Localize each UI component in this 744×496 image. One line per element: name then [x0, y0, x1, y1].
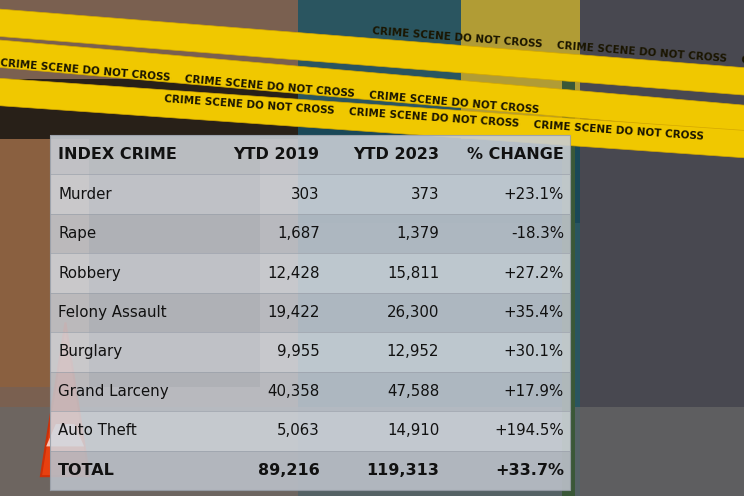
- FancyBboxPatch shape: [461, 0, 595, 139]
- Text: +27.2%: +27.2%: [504, 265, 564, 281]
- Text: YTD 2019: YTD 2019: [234, 147, 320, 162]
- FancyBboxPatch shape: [50, 175, 570, 214]
- FancyBboxPatch shape: [50, 253, 570, 293]
- Text: +30.1%: +30.1%: [504, 344, 564, 360]
- Text: INDEX CRIME: INDEX CRIME: [58, 147, 177, 162]
- Text: 9,955: 9,955: [277, 344, 320, 360]
- Text: 14,910: 14,910: [387, 423, 439, 438]
- Text: CRIME SCENE DO NOT CROSS    CRIME SCENE DO NOT CROSS    CRIME SCENE DO NOT CROSS: CRIME SCENE DO NOT CROSS CRIME SCENE DO …: [164, 94, 704, 142]
- Text: Rape: Rape: [58, 226, 96, 241]
- Text: 89,216: 89,216: [258, 463, 320, 478]
- Text: 119,313: 119,313: [366, 463, 439, 478]
- Polygon shape: [46, 424, 84, 446]
- Text: 12,428: 12,428: [267, 265, 320, 281]
- Text: CRIME SCENE DO NOT CROSS    CRIME SCENE DO NOT CROSS    CRIME SCENE DO NOT CROSS: CRIME SCENE DO NOT CROSS CRIME SCENE DO …: [0, 58, 539, 115]
- Text: 47,588: 47,588: [387, 384, 439, 399]
- FancyBboxPatch shape: [0, 79, 387, 139]
- Text: 40,358: 40,358: [267, 384, 320, 399]
- FancyBboxPatch shape: [74, 114, 260, 387]
- Text: 373: 373: [411, 186, 439, 202]
- FancyBboxPatch shape: [298, 114, 580, 223]
- FancyBboxPatch shape: [50, 135, 570, 175]
- Text: Burglary: Burglary: [58, 344, 122, 360]
- Text: CRIME SCENE DO NOT CROSS    CRIME SCENE DO NOT CROSS    CRIME SCENE DO NOT CROSS: CRIME SCENE DO NOT CROSS CRIME SCENE DO …: [372, 26, 744, 78]
- FancyBboxPatch shape: [580, 0, 744, 496]
- FancyBboxPatch shape: [50, 332, 570, 372]
- FancyBboxPatch shape: [50, 372, 570, 411]
- FancyBboxPatch shape: [298, 0, 744, 496]
- Text: 1,687: 1,687: [277, 226, 320, 241]
- Text: % CHANGE: % CHANGE: [467, 147, 564, 162]
- Polygon shape: [0, 71, 744, 165]
- Text: Grand Larceny: Grand Larceny: [58, 384, 169, 399]
- Text: +17.9%: +17.9%: [504, 384, 564, 399]
- Text: 26,300: 26,300: [387, 305, 439, 320]
- Text: +33.7%: +33.7%: [495, 463, 564, 478]
- Text: 19,422: 19,422: [267, 305, 320, 320]
- Text: 12,952: 12,952: [387, 344, 439, 360]
- FancyBboxPatch shape: [50, 293, 570, 332]
- Text: 5,063: 5,063: [277, 423, 320, 438]
- Text: -18.3%: -18.3%: [511, 226, 564, 241]
- Polygon shape: [41, 322, 89, 476]
- Text: Felony Assault: Felony Assault: [58, 305, 167, 320]
- FancyBboxPatch shape: [50, 450, 570, 490]
- Text: YTD 2023: YTD 2023: [353, 147, 439, 162]
- Text: 15,811: 15,811: [387, 265, 439, 281]
- FancyBboxPatch shape: [461, 0, 595, 139]
- Text: TOTAL: TOTAL: [58, 463, 115, 478]
- Text: +35.4%: +35.4%: [504, 305, 564, 320]
- FancyBboxPatch shape: [0, 407, 744, 496]
- FancyBboxPatch shape: [0, 0, 744, 124]
- Text: Auto Theft: Auto Theft: [58, 423, 137, 438]
- FancyBboxPatch shape: [0, 0, 387, 496]
- Text: Robbery: Robbery: [58, 265, 121, 281]
- Text: 303: 303: [291, 186, 320, 202]
- FancyBboxPatch shape: [562, 74, 575, 496]
- Polygon shape: [0, 31, 744, 142]
- Text: +23.1%: +23.1%: [504, 186, 564, 202]
- FancyBboxPatch shape: [50, 214, 570, 253]
- Polygon shape: [0, 0, 744, 104]
- Text: 1,379: 1,379: [397, 226, 439, 241]
- FancyBboxPatch shape: [0, 114, 89, 387]
- Text: +194.5%: +194.5%: [494, 423, 564, 438]
- Text: Murder: Murder: [58, 186, 112, 202]
- FancyBboxPatch shape: [50, 411, 570, 450]
